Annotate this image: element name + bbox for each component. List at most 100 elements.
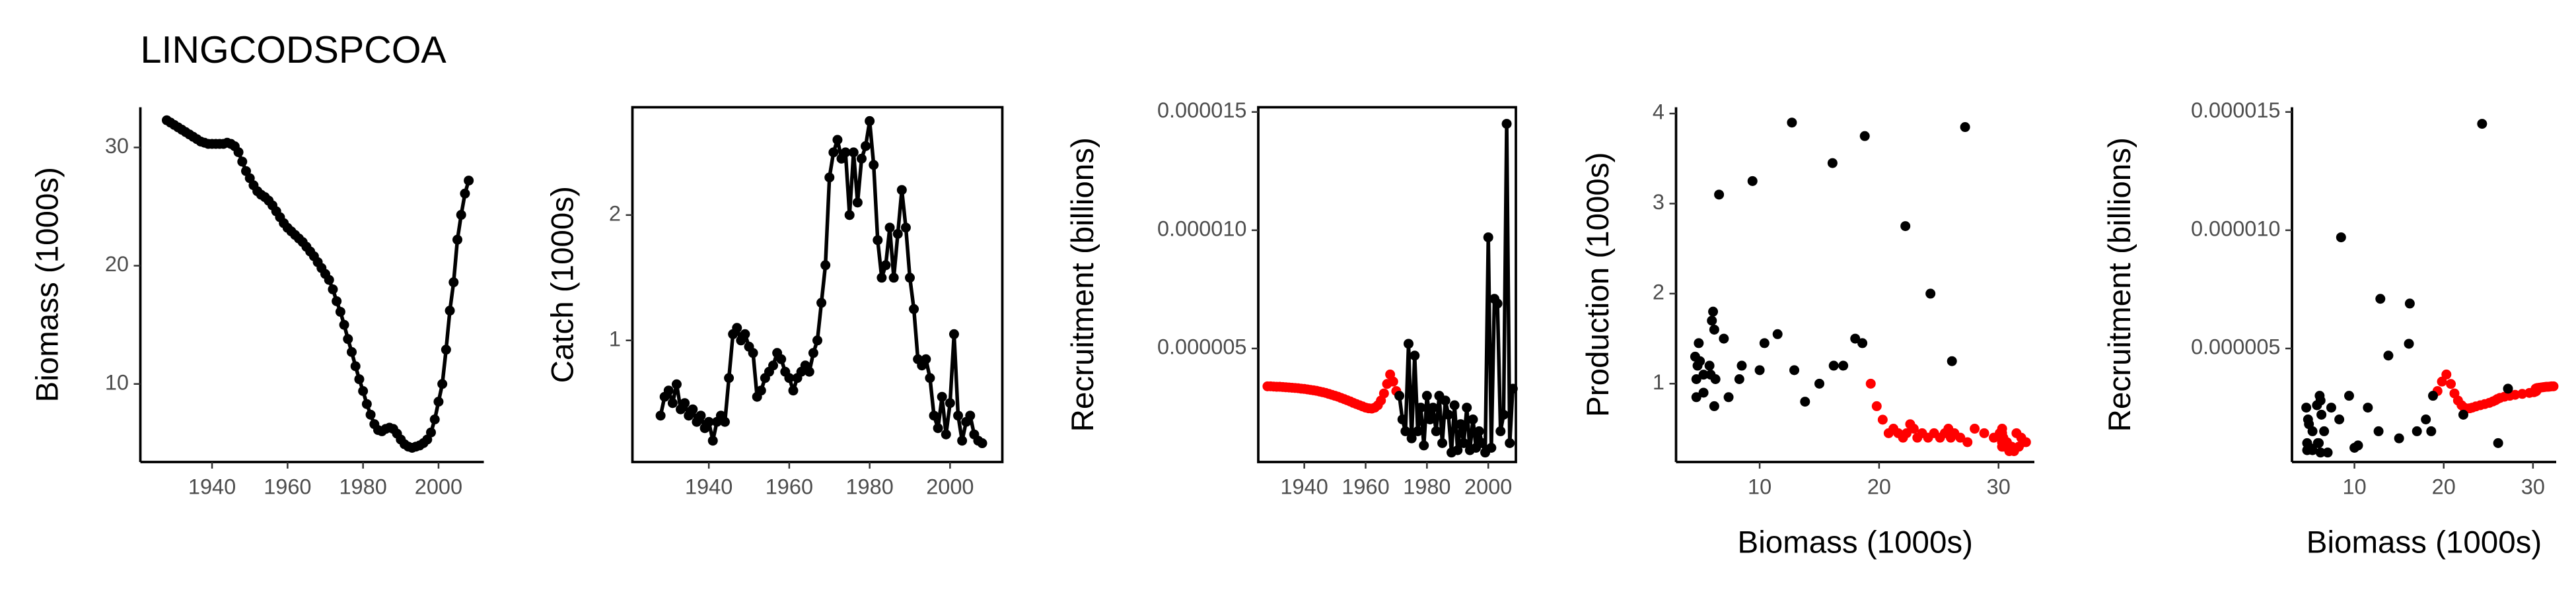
y-axis-title: Recruitment (billions)	[2102, 137, 2137, 432]
y-tick-label: 1	[609, 327, 621, 350]
data-point	[856, 153, 867, 164]
data-point	[1486, 443, 1497, 453]
data-point	[820, 260, 831, 271]
data-point	[1440, 395, 1450, 406]
data-point	[2305, 443, 2315, 453]
x-tick-label: 2000	[1464, 475, 1512, 499]
data-point	[1883, 428, 1894, 438]
x-tick-label: 1940	[188, 475, 236, 499]
data-point	[832, 135, 843, 145]
y-axis-title: Biomass (1000s)	[30, 167, 65, 402]
data-point	[724, 373, 734, 383]
data-point	[2336, 232, 2346, 243]
y-tick-label: 10	[105, 370, 129, 394]
data-point	[1723, 392, 1734, 403]
data-point	[1754, 365, 1765, 376]
data-point	[1477, 438, 1487, 448]
data-point	[2426, 426, 2437, 436]
y-tick-label: 0.000015	[2191, 98, 2281, 122]
chart-title: LINGCODSPCOA	[141, 29, 447, 71]
data-point	[445, 306, 455, 316]
data-point	[1714, 189, 1725, 200]
data-point	[1698, 370, 1709, 380]
data-point	[1495, 426, 1506, 436]
y-tick-label: 3	[1653, 190, 1664, 214]
x-tick-label: 1940	[685, 475, 733, 499]
data-point	[861, 141, 871, 151]
data-point	[361, 399, 372, 409]
data-point	[441, 345, 451, 355]
data-point	[1415, 403, 1426, 413]
x-tick-label: 20	[2432, 475, 2456, 499]
data-point	[1989, 432, 1999, 443]
data-point	[2421, 414, 2431, 424]
data-point	[869, 160, 879, 170]
data-point	[808, 348, 818, 358]
data-point	[2383, 350, 2394, 361]
data-point	[1912, 432, 1923, 443]
data-point	[365, 409, 376, 420]
data-point	[2412, 426, 2422, 436]
data-point	[663, 385, 674, 396]
data-point	[335, 306, 345, 317]
x-tick-label: 1960	[766, 475, 813, 499]
data-point	[1458, 438, 1469, 448]
data-point	[1468, 414, 1478, 424]
x-tick-label: 20	[1867, 475, 1891, 499]
data-point	[460, 188, 470, 199]
data-point	[1877, 414, 1888, 425]
data-point	[2503, 383, 2513, 394]
data-point	[929, 411, 939, 421]
data-point	[2349, 443, 2360, 453]
data-point	[865, 116, 875, 126]
data-point	[945, 398, 955, 409]
data-point	[2428, 391, 2439, 401]
data-point	[2326, 403, 2336, 413]
x-tick-label: 1960	[1342, 475, 1389, 499]
data-point	[343, 334, 353, 345]
data-point	[848, 147, 859, 158]
data-point	[237, 156, 248, 167]
data-point	[1789, 365, 1800, 376]
data-point	[933, 423, 943, 434]
x-tick-label: 30	[1987, 475, 2011, 499]
data-point	[456, 210, 466, 220]
y-tick-label: 20	[105, 252, 129, 276]
data-point	[840, 147, 851, 158]
data-point	[1507, 383, 1518, 394]
data-point	[433, 397, 444, 407]
data-point	[1400, 426, 1411, 436]
data-point	[748, 348, 758, 358]
data-point	[1492, 298, 1503, 309]
data-point	[1397, 414, 1408, 424]
data-point	[2303, 414, 2313, 424]
data-point	[703, 416, 714, 427]
data-point	[707, 436, 718, 446]
data-point	[1505, 438, 1515, 448]
x-tick-label: 2000	[926, 475, 974, 499]
data-point	[354, 374, 365, 385]
x-tick-label: 1980	[845, 475, 893, 499]
data-point	[937, 391, 947, 402]
data-point	[1406, 433, 1417, 444]
data-point	[2373, 426, 2384, 436]
data-point	[1462, 403, 1472, 413]
data-point	[1787, 117, 1797, 128]
y-tick-label: 30	[105, 134, 129, 158]
data-point	[1425, 414, 1435, 424]
data-point	[1691, 374, 1701, 384]
data-point	[2493, 438, 2503, 448]
data-point	[1857, 338, 1868, 348]
data-point	[667, 398, 678, 409]
y-tick-label: 0.000005	[1157, 335, 1247, 359]
data-point	[1838, 360, 1849, 371]
data-point	[429, 414, 440, 424]
data-point	[1378, 388, 1389, 399]
data-point	[880, 260, 891, 271]
data-point	[1498, 409, 1509, 420]
data-point	[1428, 403, 1439, 413]
data-point	[921, 354, 931, 364]
x-tick-label: 1940	[1280, 475, 1328, 499]
data-point	[896, 185, 907, 195]
